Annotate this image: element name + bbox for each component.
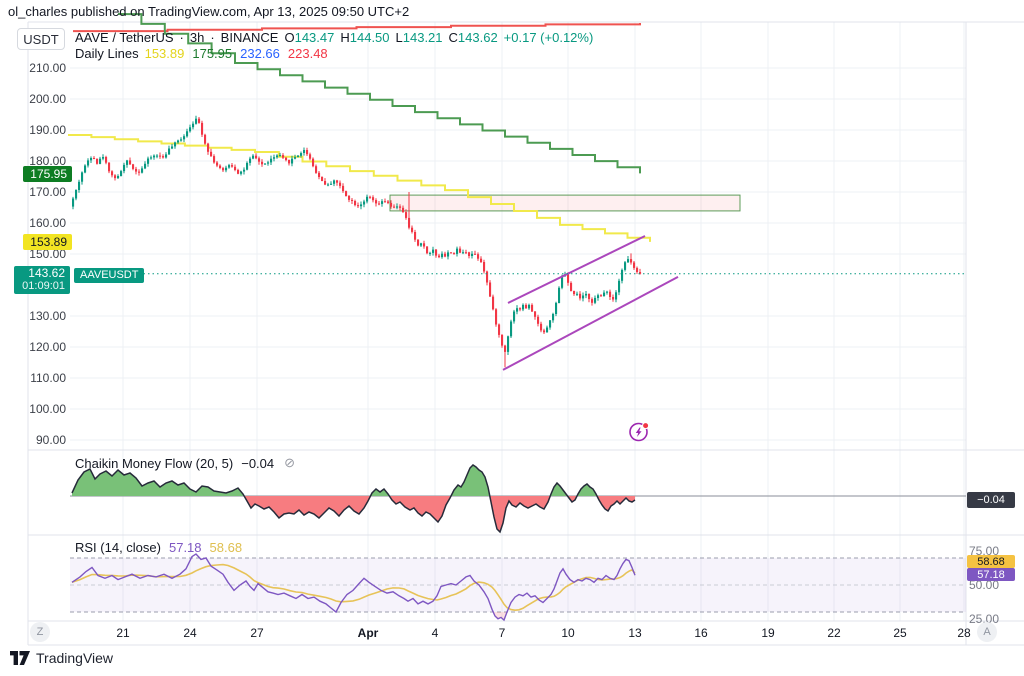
tradingview-logo-icon [10,651,30,665]
time-label: 27 [250,626,264,640]
price-tick: 200.00 [29,92,66,106]
daily-lines-label: Daily Lines [75,46,139,61]
hidden-value-icon[interactable]: ⊘ [284,455,296,470]
time-label: 16 [694,626,708,640]
rsi-ma-badge: 58.68 [967,555,1015,568]
price-tick: 190.00 [29,123,66,137]
time-label: 22 [827,626,841,640]
cmf-area-series [71,464,636,534]
price-tick: 110.00 [30,371,66,385]
time-label: 4 [431,626,439,640]
price-tick: 120.00 [29,340,66,354]
time-label: 25 [893,626,907,640]
daily-line-green [117,13,641,174]
rsi-pane-title[interactable]: RSI (14, close) 57.18 58.68 [75,540,242,555]
price-tick: 210.00 [29,61,66,75]
price-tick: 90.00 [35,433,66,447]
tradingview-logo[interactable]: TradingView [10,650,113,666]
daily-line-yellow [67,133,651,242]
price-tick: 130.00 [29,309,66,323]
price-tick: 170.00 [29,185,66,199]
published-caption: ol_charles published on TradingView.com,… [8,4,410,19]
daily-line-value: 175.95 [192,46,233,61]
price-tick: 180.00 [29,154,66,168]
rsi-ma-value: 58.68 [209,540,243,555]
time-label: 13 [628,626,642,640]
daily-line-value: 232.66 [240,46,280,61]
symbol-exchange: BINANCE [220,30,279,45]
rsi-value-badge: 57.18 [967,568,1015,581]
price-tick: 160.00 [29,216,66,230]
time-label: 28 [957,626,971,640]
cmf-value-badge: −0.04 [967,492,1015,508]
daily-line-value: 153.89 [144,46,185,61]
time-label: 19 [761,626,775,640]
bar-countdown: 01:09:01 [22,280,65,292]
auto-scale-button[interactable]: A [977,622,997,642]
pane-borders [27,21,1024,646]
ohlc-low: L143.21 [395,30,443,45]
tradingview-logo-text: TradingView [36,650,114,666]
time-label: 21 [116,626,130,640]
symbol-tag: AAVEUSDT [74,268,145,283]
cmf-value: −0.04 [241,455,275,471]
rsi-oversold-fill [493,612,507,621]
rsi-level-label: 75.00 [969,544,1000,559]
grid-lines [70,22,966,621]
symbol-legend[interactable]: AAVE / TetherUS · 3h · BINANCE O143.47 H… [75,30,593,45]
flash-idea-marker[interactable] [628,421,650,443]
rsi-title: RSI (14, close) [75,540,161,555]
ohlc-high: H144.50 [340,30,390,45]
price-tick: 100.00 [29,402,66,416]
ohlc-close: C143.62 [448,30,498,45]
rsi-level-label: 50.00 [969,578,1000,592]
price-change: +0.17 (+0.12%) [503,30,594,45]
candlestick-series [72,115,642,368]
daily-line-red [72,23,641,33]
time-label: 7 [498,626,506,640]
symbol-name: AAVE / TetherUS [75,30,174,45]
daily-green-price-badge: 175.95 [23,166,72,182]
rsi-ma-line [71,563,636,612]
timezone-button[interactable]: Z [30,622,50,642]
price-tick: 150.00 [29,247,66,261]
channel-upper-line[interactable] [507,235,646,304]
lightning-icon [629,422,650,442]
ohlc-open: O143.47 [284,30,335,45]
channel-lower-line[interactable] [502,276,679,371]
last-price-value: 143.62 [28,266,65,280]
daily-lines-legend[interactable]: Daily Lines 153.89 175.95 232.66 223.48 [75,46,328,61]
currency-button[interactable]: USDT [17,28,65,50]
time-label: 10 [561,626,575,640]
rsi-value: 57.18 [168,540,202,555]
supply-zone[interactable] [389,194,741,212]
cmf-title: Chaikin Money Flow (20, 5) [75,455,234,471]
time-label: Apr [357,626,379,640]
legend-separator: · [210,30,215,45]
rsi-line [71,553,636,622]
cmf-pane-title[interactable]: Chaikin Money Flow (20, 5) −0.04 ⊘ [75,455,295,471]
daily-line-value: 223.48 [287,46,328,61]
time-label: 24 [183,626,197,640]
legend-separator: · [179,30,184,45]
last-price-badge: 143.62 01:09:01 [14,266,70,294]
symbol-interval: 3h [189,30,205,45]
daily-yellow-price-badge: 153.89 [23,234,72,250]
rsi-series [70,553,966,622]
